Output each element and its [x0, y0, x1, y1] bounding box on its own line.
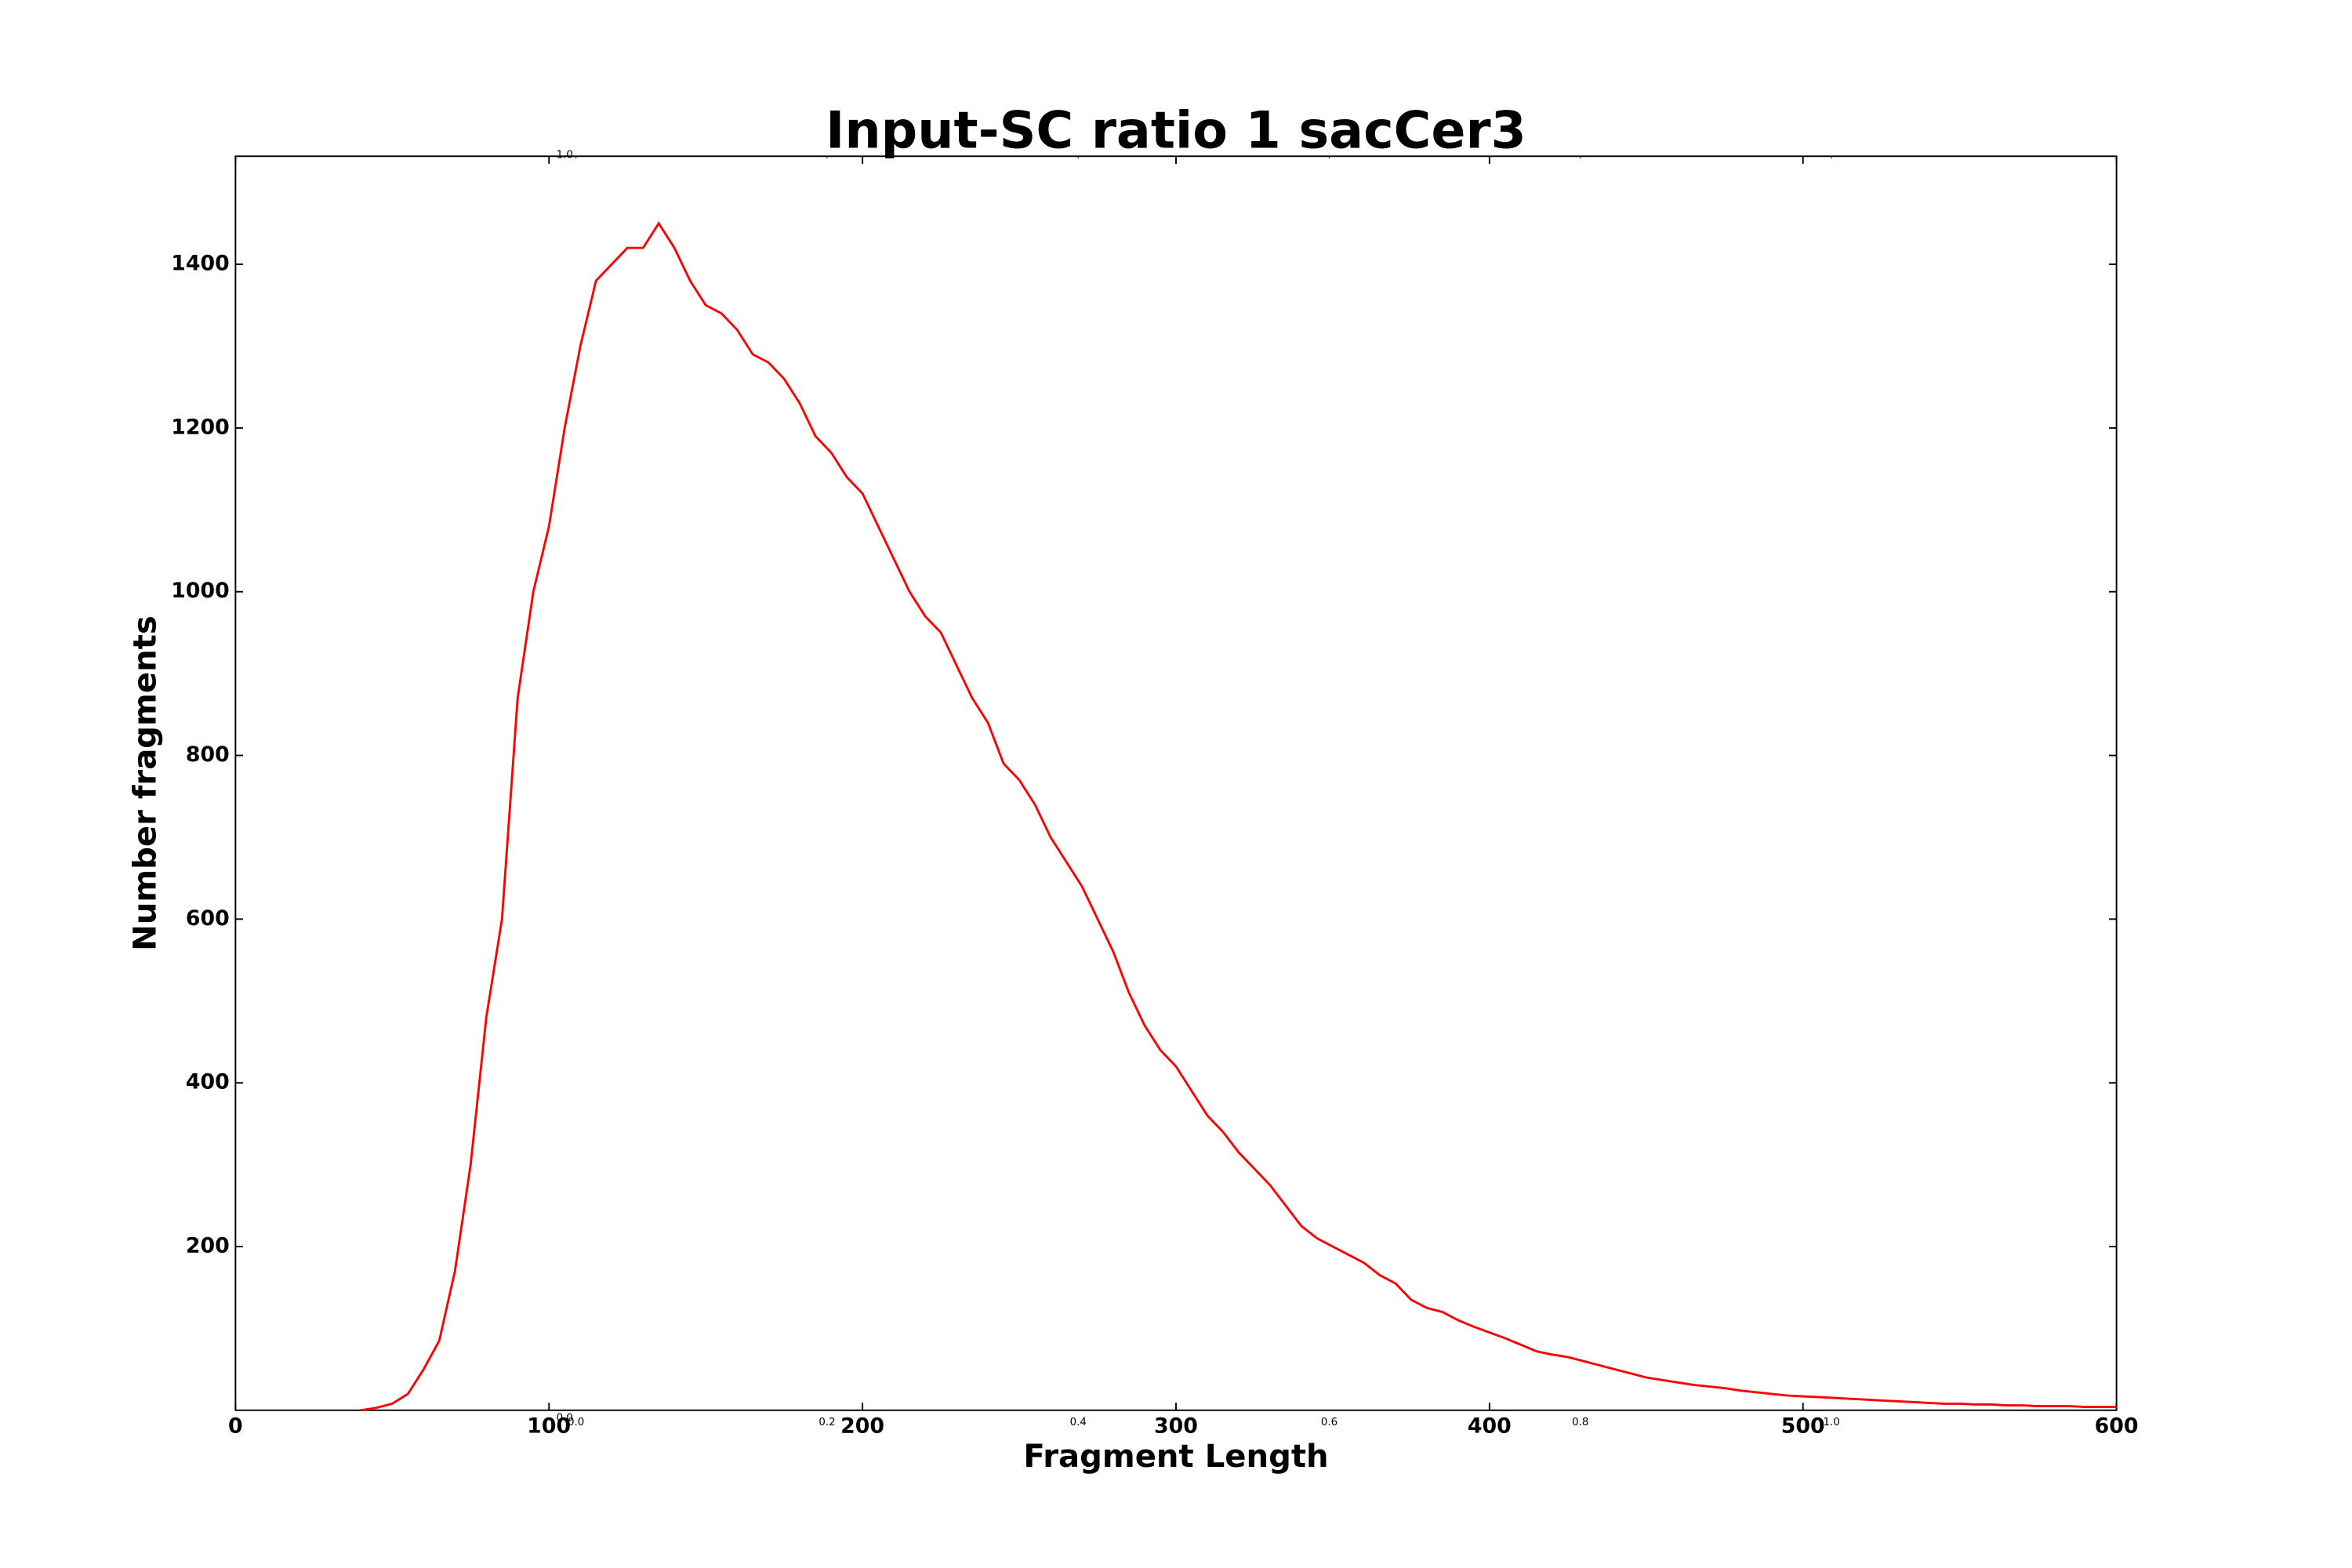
- data-line: [361, 221, 2117, 1412]
- x-tick-label: 500: [1781, 1414, 1825, 1438]
- overlay-x-tick-label: 0.0: [568, 1417, 584, 1428]
- overlay-x-tick-label: 0.6: [1321, 1417, 1338, 1428]
- x-tick-label: 0: [228, 1414, 243, 1438]
- x-tick-label: 200: [840, 1414, 884, 1438]
- overlay-x-tick-label: 1.0: [1823, 1417, 1839, 1428]
- chart-title: Input-SC ratio 1 sacCer3: [826, 102, 1526, 161]
- y-tick-label: 1400: [171, 252, 229, 276]
- y-tick-label: 1200: [171, 415, 229, 439]
- overlay-x-tick-label: 0.2: [818, 1417, 835, 1428]
- overlay-y-tick-label: 1.0: [557, 149, 573, 161]
- y-tick-label: 800: [186, 742, 230, 767]
- overlay-x-tick-label: 0.8: [1572, 1417, 1588, 1428]
- x-axis-label: Fragment Length: [1023, 1439, 1328, 1475]
- overlay-x-tick-label: 0.4: [1070, 1417, 1087, 1428]
- y-tick-label: 1000: [171, 579, 229, 603]
- x-tick-label: 400: [1468, 1414, 1512, 1438]
- overlay-y-tick-label: 0.0: [557, 1412, 573, 1424]
- x-tick-label: 100: [527, 1414, 571, 1438]
- y-axis-label: Number fragments: [127, 615, 163, 951]
- y-tick-label: 200: [186, 1233, 230, 1258]
- x-tick-label: 300: [1154, 1414, 1198, 1438]
- y-tick-label: 600: [186, 906, 230, 931]
- x-tick-label: 600: [2095, 1414, 2139, 1438]
- y-tick-label: 400: [186, 1070, 230, 1094]
